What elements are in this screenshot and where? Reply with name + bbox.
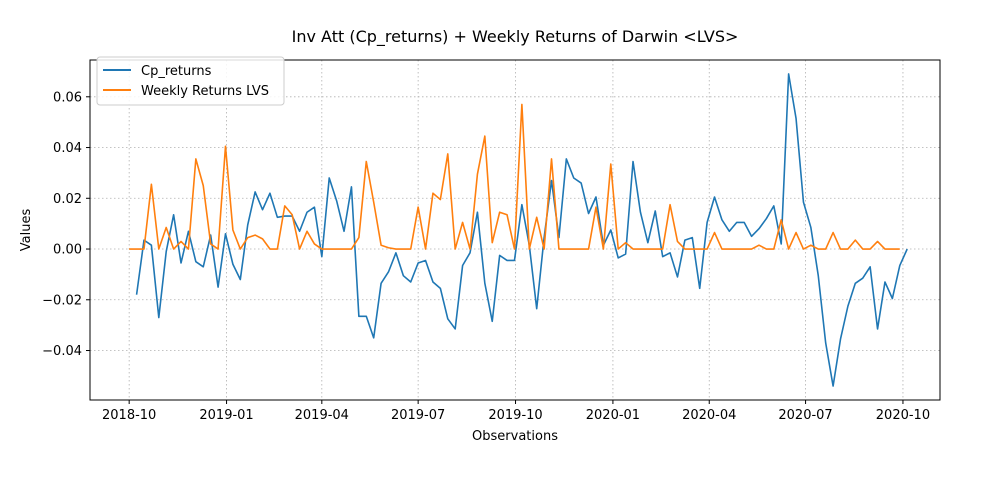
x-tick-label: 2020-07: [778, 408, 832, 423]
y-tick-label: 0.06: [53, 90, 82, 105]
series-lines: [129, 73, 908, 387]
y-tick-label: 0.00: [53, 243, 82, 258]
x-axis-ticks: 2018-10 2019-01 2019-04 2019-07 2019-10 2020-…: [102, 400, 930, 423]
y-axis-ticks: −0.04 −0.02 0.00 0.02 0.04 0.06: [42, 90, 90, 359]
y-tick-label: 0.02: [53, 192, 82, 207]
legend-label-weekly-returns: Weekly Returns LVS: [141, 84, 269, 99]
chart-title: Inv Att (Cp_returns) + Weekly Returns of…: [292, 27, 739, 47]
series-line-weekly-returns-lvs: [129, 103, 900, 250]
x-tick-label: 2019-01: [199, 408, 253, 423]
y-axis-label: Values: [19, 209, 34, 252]
x-tick-label: 2020-04: [682, 408, 736, 423]
x-tick-label: 2018-10: [102, 408, 156, 423]
x-tick-label: 2020-10: [876, 408, 930, 423]
y-tick-label: 0.04: [53, 141, 82, 156]
grid: [90, 60, 940, 400]
x-tick-label: 2019-04: [295, 408, 349, 423]
y-tick-label: −0.02: [42, 293, 82, 308]
legend-label-cp-returns: Cp_returns: [141, 64, 212, 79]
legend-box: [96, 56, 285, 106]
y-tick-label: −0.04: [42, 344, 82, 359]
x-tick-label: 2019-07: [391, 408, 445, 423]
x-axis-label: Observations: [472, 429, 558, 444]
x-tick-label: 2020-01: [586, 408, 640, 423]
plot-frame: [89, 59, 941, 401]
legend: Cp_returns Weekly Returns LVS: [96, 56, 285, 106]
x-tick-label: 2019-10: [488, 408, 542, 423]
